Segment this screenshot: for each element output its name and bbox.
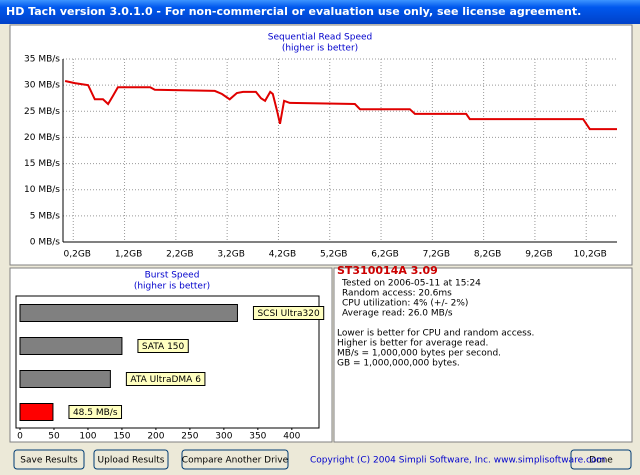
y-tick-label: 0 MB/s <box>30 238 61 248</box>
x-tick-label: 4,2GB <box>269 250 296 260</box>
button-label: Upload Results <box>98 456 165 466</box>
y-tick-label: 10 MB/s <box>24 185 60 195</box>
label-box <box>68 405 123 419</box>
y-tick-label: 5 MB/s <box>30 211 61 221</box>
y-tick-label: 15 MB/s <box>24 159 60 169</box>
info-line: Average read: 26.0 MB/s <box>342 309 453 319</box>
x-tick-label: 350 <box>249 432 266 442</box>
info-line: Random access: 20.6ms <box>342 289 452 299</box>
button-face <box>93 449 169 470</box>
x-tick-label: 1,2GB <box>115 250 142 260</box>
x-tick-label: 0 <box>17 432 23 442</box>
title-bar <box>0 0 640 24</box>
chart-subtitle: (higher is better) <box>282 44 358 54</box>
x-tick-label: 0,2GB <box>64 250 91 260</box>
y-tick-label: 25 MB/s <box>24 107 60 117</box>
x-tick-label: 5,2GB <box>320 250 347 260</box>
info-panel <box>333 267 633 443</box>
info-note: Higher is better for average read. <box>337 339 488 349</box>
bar <box>19 337 123 355</box>
bar <box>19 370 111 388</box>
x-tick-label: 9,2GB <box>525 250 552 260</box>
label-box <box>125 372 206 386</box>
drive-name: ST310014A 3.09 <box>337 264 438 277</box>
y-tick-label: 20 MB/s <box>24 133 60 143</box>
button-label: Save Results <box>20 456 78 466</box>
x-tick-label: 300 <box>215 432 232 442</box>
button[interactable]: Compare Another Drive <box>181 449 289 470</box>
chart-subtitle: (higher is better) <box>134 282 210 292</box>
bar <box>19 403 54 421</box>
bar-label-text: SCSI Ultra320 <box>257 309 320 319</box>
info-note: GB = 1,000,000,000 bytes. <box>337 359 460 369</box>
x-tick-label: 50 <box>48 432 60 442</box>
bar-label: SATA 150 <box>137 339 189 353</box>
x-tick-label: 200 <box>147 432 164 442</box>
window-title: HD Tach version 3.0.1.0 - For non-commer… <box>6 5 581 18</box>
label-box <box>252 306 325 320</box>
x-tick-label: 8,2GB <box>474 250 501 260</box>
x-tick-label: 150 <box>113 432 130 442</box>
bar-label: 48.5 MB/s <box>68 405 123 419</box>
button-face <box>181 449 289 470</box>
x-tick-label: 2,2GB <box>166 250 193 260</box>
button-face <box>13 449 85 470</box>
bar-label: ATA UltraDMA 6 <box>125 372 206 386</box>
info-note: MB/s = 1,000,000 bytes per second. <box>337 349 501 359</box>
x-tick-label: 100 <box>79 432 96 442</box>
button-face <box>570 449 632 470</box>
bar <box>19 304 238 322</box>
x-tick-label: 6,2GB <box>371 250 398 260</box>
copyright: Copyright (C) 2004 Simpli Software, Inc.… <box>310 456 605 466</box>
info-line: CPU utilization: 4% (+/- 2%) <box>342 299 468 309</box>
info-note: Lower is better for CPU and random acces… <box>337 329 534 339</box>
y-tick-label: 30 MB/s <box>24 81 60 91</box>
chart-title: Burst Speed <box>145 271 200 281</box>
button-label: Compare Another Drive <box>182 456 289 466</box>
x-tick-label: 250 <box>181 432 198 442</box>
bar-label-text: ATA UltraDMA 6 <box>130 375 201 385</box>
bar-label-text: SATA 150 <box>142 342 185 352</box>
read-line <box>64 80 617 131</box>
chart-title: Sequential Read Speed <box>268 33 373 43</box>
label-box <box>137 339 189 353</box>
button-label: Done <box>589 456 613 466</box>
bar-label: SCSI Ultra320 <box>252 306 325 320</box>
button-bar: Save Results Upload Results Compare Anothe… <box>13 449 632 470</box>
x-tick-label: 10,2GB <box>574 250 607 260</box>
button[interactable]: Upload Results <box>93 449 169 470</box>
x-tick-label: 400 <box>283 432 300 442</box>
x-tick-label: 7,2GB <box>423 250 450 260</box>
bar-label-text: 48.5 MB/s <box>73 408 118 418</box>
x-tick-label: 3,2GB <box>217 250 244 260</box>
info-line: Tested on 2006-05-11 at 15:24 <box>341 279 481 289</box>
y-tick-label: 35 MB/s <box>24 55 60 65</box>
button[interactable]: Done <box>570 449 632 470</box>
button[interactable]: Save Results <box>13 449 85 470</box>
